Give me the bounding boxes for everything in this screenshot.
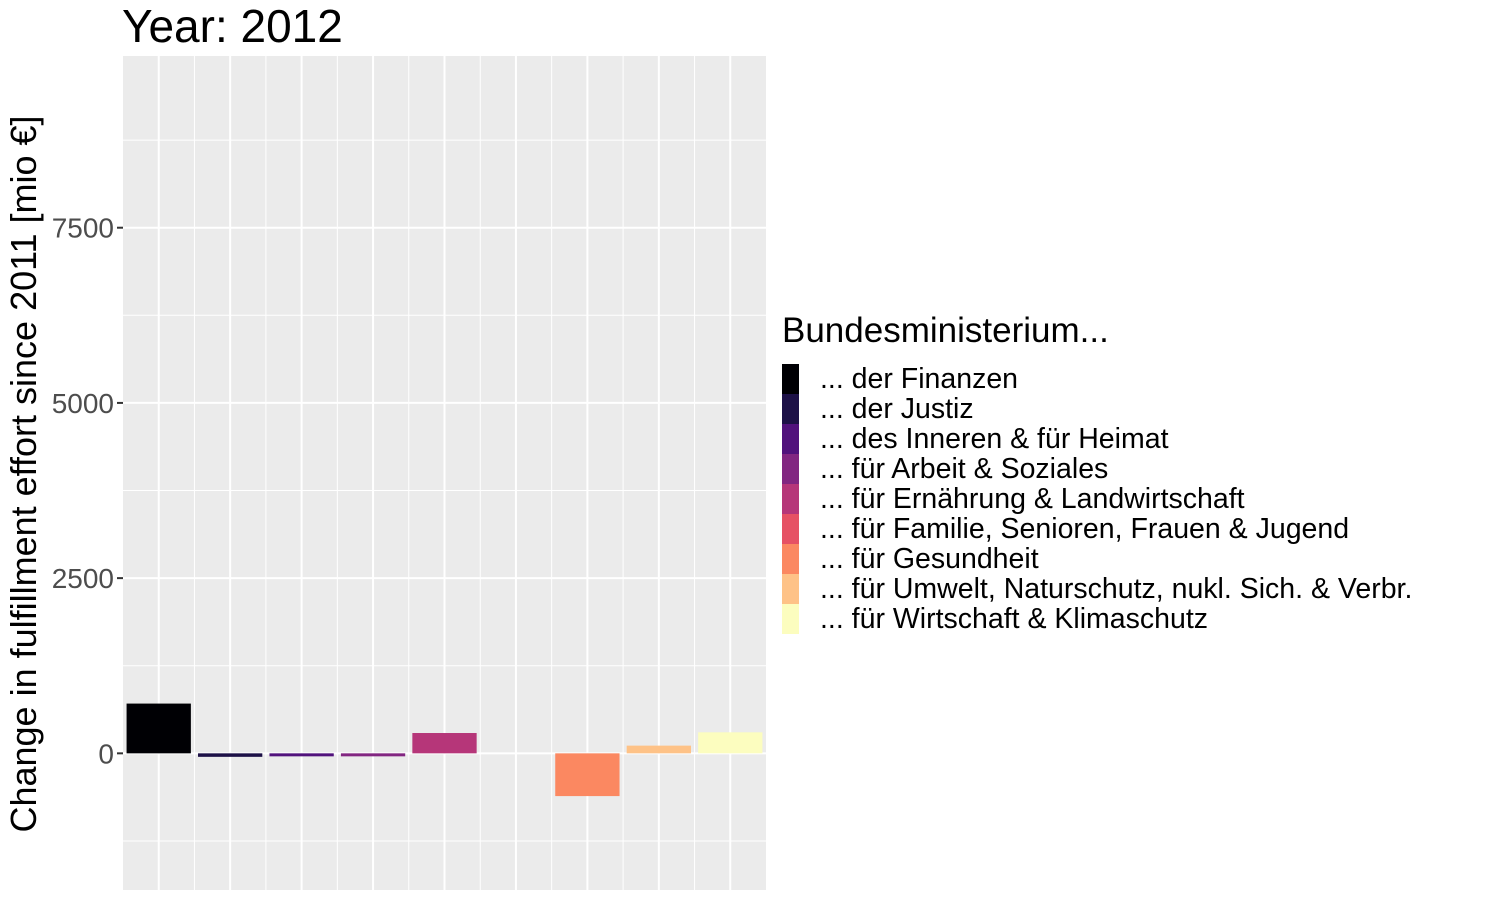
bar [126, 703, 191, 754]
legend-item: ... der Justiz [782, 392, 1412, 425]
legend-title: Bundesministerium... [782, 311, 1109, 350]
legend-label: ... für Gesundheit [820, 542, 1039, 575]
bar [412, 733, 477, 754]
bar [555, 753, 620, 797]
legend-item: ... für Umwelt, Naturschutz, nukl. Sich.… [782, 572, 1413, 605]
legend-swatch [782, 604, 799, 634]
legend-item: ... für Arbeit & Soziales [782, 452, 1412, 485]
bar [698, 732, 763, 754]
legend-swatch [782, 454, 799, 484]
y-axis-title: Change in fulfillment effort since 2011 … [3, 115, 44, 832]
legend-item: ... für Familie, Senioren, Frauen & Juge… [782, 512, 1412, 545]
legend-label: ... für Wirtschaft & Klimaschutz [820, 602, 1209, 635]
legend-label: ... für Arbeit & Soziales [820, 452, 1109, 485]
bar [269, 753, 334, 757]
legend-label: ... der Finanzen [820, 362, 1019, 395]
legend-swatch [782, 574, 799, 604]
legend-swatch [782, 544, 799, 574]
y-axis: 0 2500 5000 7500 [52, 213, 123, 769]
legend-item: ... für Ernährung & Landwirtschaft [782, 482, 1412, 515]
legend-label: ... des Inneren & für Heimat [820, 422, 1169, 455]
legend-label: ... für Familie, Senioren, Frauen & Juge… [820, 512, 1350, 545]
legend-swatch [782, 514, 799, 544]
legend: Bundesministerium... ... der Finanzen...… [782, 308, 1413, 635]
bar [340, 753, 406, 757]
legend-items: ... der Finanzen... der Justiz... des In… [782, 362, 1413, 635]
legend-label: ... der Justiz [820, 392, 974, 425]
legend-item: ... für Gesundheit [782, 542, 1412, 575]
y-tick-label: 5000 [52, 388, 114, 419]
legend-swatch [782, 424, 799, 454]
legend-item: ... für Wirtschaft & Klimaschutz [782, 602, 1412, 635]
legend-label: ... für Umwelt, Naturschutz, nukl. Sich.… [820, 572, 1413, 605]
legend-label: ... für Ernährung & Landwirtschaft [820, 482, 1245, 515]
bar [626, 745, 691, 754]
y-tick-label: 0 [98, 738, 114, 769]
legend-item: ... des Inneren & für Heimat [782, 422, 1412, 455]
legend-item: ... der Finanzen [782, 362, 1412, 395]
bar [198, 753, 263, 757]
y-tick-label: 2500 [52, 563, 114, 594]
legend-swatch [782, 484, 799, 514]
bars [126, 703, 763, 797]
y-tick-label: 7500 [52, 213, 114, 244]
legend-swatch [782, 394, 799, 424]
chart-title: Year: 2012 [122, 0, 343, 52]
legend-swatch [782, 364, 799, 394]
